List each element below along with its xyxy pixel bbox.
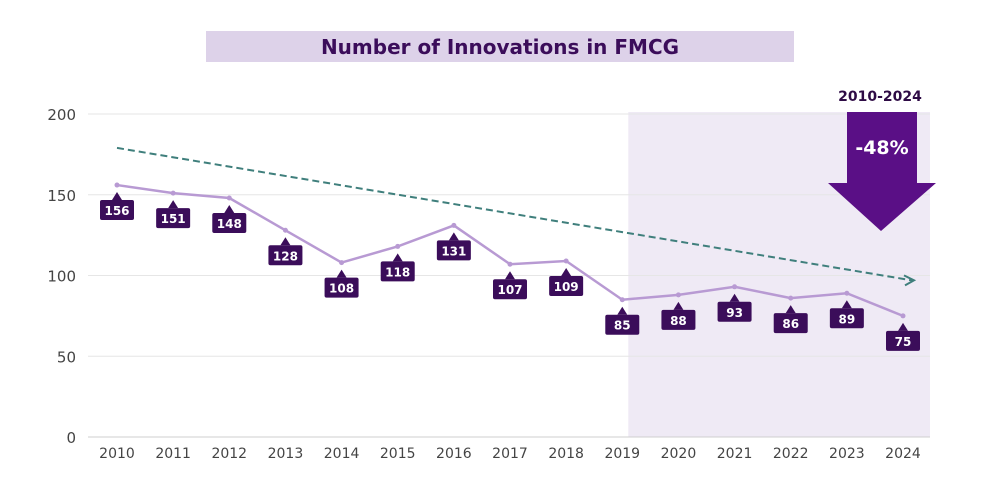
y-tick-label: 200 (47, 106, 76, 124)
data-label-box (493, 279, 527, 300)
data-label-pointer (392, 253, 403, 262)
data-label: 93 (726, 306, 743, 320)
data-label-pointer (561, 267, 572, 276)
data-point (732, 284, 738, 290)
data-label-pointer (898, 322, 908, 331)
data-label-pointer (729, 293, 740, 302)
x-tick-label: 2015 (380, 446, 416, 462)
x-tick-label: 2017 (492, 446, 528, 462)
data-label-box (156, 208, 191, 229)
data-label: 89 (839, 312, 856, 326)
chart-title-bar: Number of Innovations in FMCG (206, 31, 794, 62)
data-point (170, 190, 176, 196)
data-point (339, 260, 345, 266)
data-label-box (100, 200, 134, 221)
data-label: 131 (441, 244, 466, 258)
data-label-box (605, 314, 640, 335)
data-label: 128 (273, 249, 298, 263)
data-label-pointer (280, 237, 291, 246)
data-label-pointer (336, 269, 347, 278)
data-label-box (717, 301, 752, 322)
data-point (507, 261, 513, 267)
data-point (451, 222, 457, 228)
data-label: 107 (497, 283, 522, 297)
y-tick-label: 50 (57, 348, 76, 366)
x-tick-label: 2010 (99, 446, 135, 462)
data-label-pointer (168, 200, 179, 209)
data-label-pointer (673, 301, 684, 310)
data-label-pointer (617, 306, 628, 315)
data-label-box (829, 308, 864, 329)
data-label-box (773, 313, 808, 334)
data-label-box (212, 212, 247, 233)
x-tick-label: 2018 (548, 446, 584, 462)
data-label-box (661, 309, 696, 330)
data-point (788, 295, 794, 301)
data-point (900, 313, 906, 319)
data-label: 75 (895, 335, 912, 349)
data-point (844, 290, 850, 296)
data-point (282, 227, 288, 233)
data-point (619, 297, 625, 303)
data-label: 86 (782, 317, 799, 331)
data-label: 148 (217, 217, 242, 231)
x-tick-label: 2014 (324, 446, 360, 462)
x-tick-label: 2011 (155, 446, 191, 462)
data-label: 151 (161, 212, 186, 226)
data-label: 108 (329, 282, 354, 296)
data-label: 85 (614, 319, 631, 333)
x-tick-label: 2012 (211, 446, 247, 462)
data-label: 118 (385, 265, 410, 279)
data-label-pointer (505, 271, 515, 280)
data-point (114, 182, 120, 188)
data-label: 109 (554, 280, 579, 294)
data-label-box (886, 330, 920, 351)
data-label-pointer (785, 305, 796, 314)
y-tick-label: 150 (47, 187, 76, 205)
data-point (563, 258, 569, 264)
y-tick-label: 0 (66, 429, 76, 447)
chart-title: Number of Innovations in FMCG (320, 34, 680, 59)
down-arrow-icon (828, 112, 936, 231)
data-label-box (324, 277, 359, 298)
annotation-period: 2010-2024 (838, 89, 922, 105)
annotation-change: -48% (855, 137, 908, 159)
data-label-box (268, 245, 303, 266)
data-label-pointer (224, 204, 235, 213)
trendline-arrowhead (903, 274, 917, 287)
data-label-pointer (112, 192, 122, 201)
x-tick-label: 2020 (661, 446, 697, 462)
data-label-pointer (448, 232, 459, 241)
data-point (395, 243, 401, 249)
data-label-box (436, 240, 471, 261)
x-tick-label: 2021 (717, 446, 753, 462)
data-point (675, 292, 681, 298)
data-label-box (549, 275, 584, 296)
x-tick-label: 2016 (436, 446, 472, 462)
data-label: 88 (670, 314, 687, 328)
x-tick-label: 2022 (773, 446, 809, 462)
trendline (116, 146, 913, 282)
data-label-box (380, 261, 415, 282)
data-label: 156 (104, 204, 129, 218)
x-tick-label: 2013 (268, 446, 304, 462)
data-point (226, 195, 232, 201)
y-tick-label: 100 (47, 268, 76, 286)
x-tick-label: 2023 (829, 446, 865, 462)
x-tick-label: 2024 (885, 446, 921, 462)
data-label-pointer (841, 300, 852, 309)
x-tick-label: 2019 (604, 446, 640, 462)
